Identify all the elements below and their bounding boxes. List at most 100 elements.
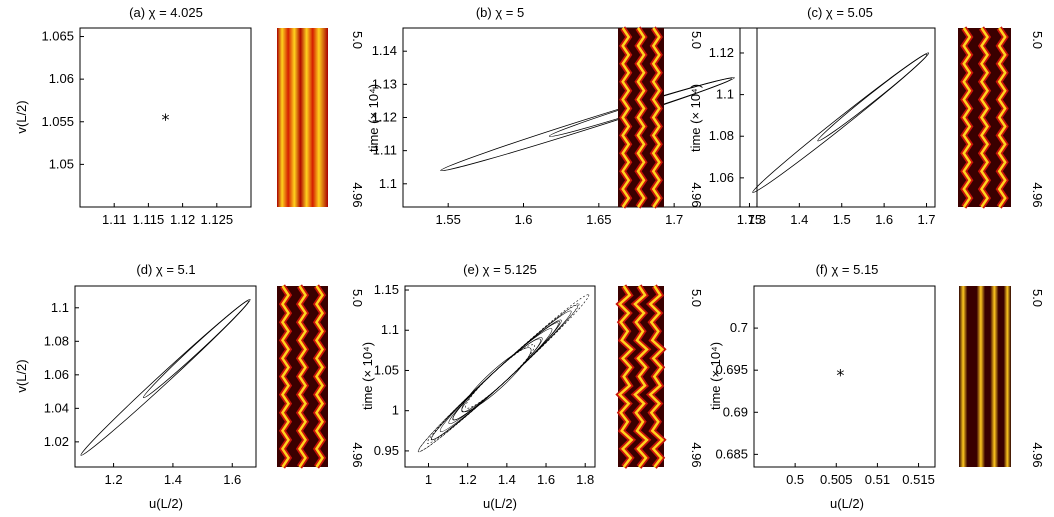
orbit-loop [430,310,572,441]
x-tick-label: 1.6 [223,472,241,487]
y-axis-label: v(L/2) [14,359,29,392]
x-ticks: 1.55 1.6 1.65 1.7 1.75 [436,203,762,227]
time-tick-top: 5.0 [1030,31,1045,49]
x-tick-label: 0.505 [820,472,853,487]
y-ticks: 0.685 0.69 0.695 0.7 [715,320,758,461]
space-time-stripe [621,27,631,208]
fixed-point-marker: * [162,110,170,129]
plot-frame [739,27,936,208]
y-tick-label: 0.69 [723,404,748,419]
orbit-loop [461,347,532,413]
time-axis-label: time (× 10⁴) [360,342,375,410]
x-tick-label: 1.2 [105,472,123,487]
y-tick-label: 1.14 [372,43,397,58]
plot-frame [402,27,758,208]
orbit-curves [417,294,590,453]
plot-frame [79,27,252,208]
panel-title: (d) χ = 5.1 [136,262,195,277]
panel-title: (a) χ = 4.025 [129,5,203,20]
space-time-stripe [979,27,990,208]
space-time-stripe [962,27,972,208]
panel-a: (a) χ = 4.025 1.11 1.115 1.12 1.125 1.051.0… [14,5,328,227]
time-tick-top: 5.0 [350,31,365,49]
time-axis-e: 5.0 4.96 time (× 10⁴) [360,289,704,468]
y-tick-label: 1 [392,403,399,418]
y-tick-label: 1.15 [374,282,399,297]
x-tick-label: 1.6 [537,472,555,487]
panel-c: (c) χ = 5.05 1.3 1.4 1.5 1.6 1.7 1.06 1.08 1.1… [709,5,1011,227]
orbit-loop [448,322,559,425]
x-tick-label: 1.75 [737,212,762,227]
orbit-loop [143,300,249,399]
y-tick-label: 1.12 [709,45,734,60]
x-ticks: 0.5 0.505 0.51 0.515 [786,463,935,487]
orbit-loop [465,344,535,409]
time-tick-top: 5.0 [1030,289,1045,307]
space-time-stripe [651,27,661,208]
x-tick-label: 1.4 [164,472,182,487]
x-tick-label: 1.8 [576,472,594,487]
fixed-point-marker: * [836,365,844,384]
x-tick-label: 1.65 [586,212,611,227]
panel-f: (f) χ = 5.15 0.5 0.505 0.51 0.515 0.685 0.69… [715,262,1011,511]
space-time-stripe [314,285,324,468]
time-axis-label: time (× 10⁴) [708,342,723,410]
y-tick-label: 1.1 [379,176,397,191]
x-ticks: 1.11 1.115 1.12 1.125 [102,203,233,227]
time-axis-label: time (× 10⁴) [366,84,381,152]
space-time-stripe [648,285,665,468]
time-tick-bottom: 4.96 [689,182,704,207]
y-ticks: 1.02 1.04 1.06 1.08 1.1 [44,300,79,449]
time-tick-bottom: 4.96 [350,442,365,467]
y-tick-label: 1.02 [44,434,69,449]
x-tick-label: 0.5 [786,472,804,487]
panel-title: (c) χ = 5.05 [807,5,873,20]
time-axis-f: 5.0 4.96 time (× 10⁴) [708,289,1045,468]
x-tick-label: 1.4 [498,472,516,487]
time-tick-bottom: 4.96 [689,442,704,467]
space-time-plot [959,286,1011,467]
space-time-pattern [619,26,663,209]
x-tick-label: 1.125 [201,212,234,227]
y-tick-label: 1.055 [41,114,74,129]
panel-title: (e) χ = 5.125 [463,262,537,277]
x-tick-label: 1.12 [170,212,195,227]
x-tick-label: 1 [425,472,432,487]
x-tick-label: 1.55 [436,212,461,227]
panel-d: (d) χ = 5.1 1.2 1.4 1.6 1.021.041.061.081.… [14,262,328,511]
y-tick-label: 0.95 [374,443,399,458]
y-axis-label: v(L/2) [14,100,29,133]
x-tick-label: 0.51 [865,472,890,487]
space-time-stripe [633,285,649,468]
x-tick-label: 1.11 [102,212,126,227]
space-time-stripe [280,285,290,468]
orbit-loop [417,294,590,453]
space-time-pattern [615,284,667,469]
y-ticks: 1.05 1.055 1.06 1.065 [41,29,84,171]
time-tick-top: 5.0 [350,289,365,307]
x-tick-label: 1.2 [459,472,477,487]
y-tick-label: 0.695 [715,362,748,377]
y-tick-label: 1.04 [44,400,69,415]
x-axis-label: u(L/2) [830,496,864,511]
y-ticks: 1.1 1.11 1.12 1.13 1.14 [372,43,407,191]
orbit-loop [431,319,562,440]
plot-frame [753,285,936,468]
y-tick-label: 1.08 [44,333,69,348]
orbit-loop [752,52,930,193]
orbit-loop [452,328,553,421]
x-axis-label: u(L/2) [149,496,183,511]
orbit-loop [452,337,543,421]
space-time-stripe [997,27,1007,208]
plot-frame [74,285,257,468]
y-tick-label: 1.12 [372,110,397,125]
x-tick-label: 1.4 [790,212,808,227]
space-time-plot [277,28,328,207]
y-tick-label: 1.1 [381,322,399,337]
space-time-pattern [960,26,1009,209]
time-tick-top: 5.0 [689,31,704,49]
y-tick-label: 1.05 [374,362,399,377]
time-tick-bottom: 4.96 [350,182,365,207]
y-tick-label: 1.11 [373,143,397,158]
